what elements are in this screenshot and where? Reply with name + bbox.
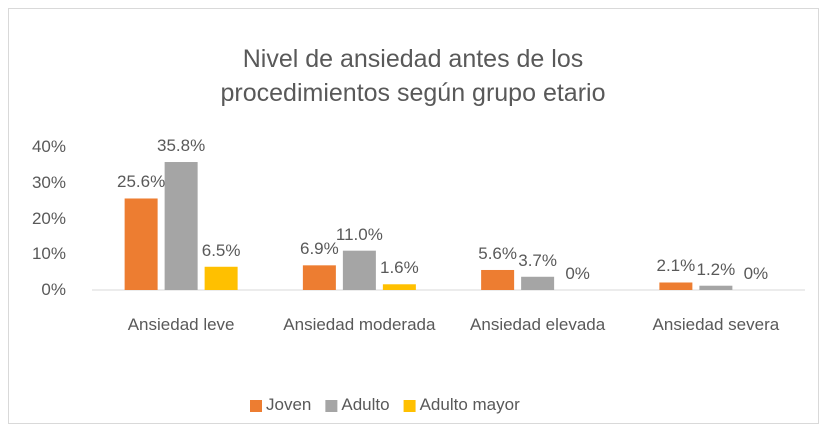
data-label: 25.6%	[117, 172, 166, 192]
x-tick-label: Ansiedad severa	[652, 315, 780, 334]
data-label: 0%	[565, 264, 590, 283]
data-label: 1.2%	[696, 259, 736, 279]
x-tick-label: Ansiedad leve	[127, 315, 235, 334]
y-tick-label: 20%	[31, 208, 66, 228]
data-label: 6.9%	[300, 239, 339, 259]
data-label: 3.7%	[518, 250, 557, 270]
legend-label: Adulto	[341, 395, 390, 414]
y-tick-label: 30%	[31, 172, 66, 192]
data-label: 35.8%	[157, 136, 206, 155]
legend-label: Adulto mayor	[419, 395, 520, 414]
chart-title: Nivel de ansiedad antes de los procedimi…	[220, 45, 606, 107]
bar	[342, 250, 376, 290]
y-tick-label: 40%	[31, 137, 66, 156]
y-tick-label: 10%	[31, 244, 66, 264]
bar	[521, 276, 555, 290]
data-label: 1.6%	[380, 258, 419, 278]
bar	[699, 285, 733, 290]
legend-swatch	[403, 400, 416, 412]
legend-label: Joven	[266, 395, 312, 414]
bar	[164, 162, 198, 290]
data-label: 2.1%	[656, 256, 696, 276]
bar	[204, 266, 238, 290]
x-tick-label: Ansiedad moderada	[283, 315, 436, 334]
legend-swatch	[325, 400, 338, 412]
legend-swatch	[250, 400, 262, 412]
bar	[659, 282, 693, 290]
x-tick-label: Ansiedad elevada	[470, 315, 606, 334]
data-label: 6.5%	[201, 240, 241, 260]
bar	[481, 269, 515, 290]
data-label: 11.0%	[335, 224, 383, 244]
bar	[302, 265, 336, 290]
bar	[382, 284, 416, 290]
data-label: 0%	[743, 264, 769, 283]
bar	[124, 198, 158, 290]
y-tick-label: 0%	[41, 280, 66, 299]
data-label: 5.6%	[478, 243, 517, 263]
